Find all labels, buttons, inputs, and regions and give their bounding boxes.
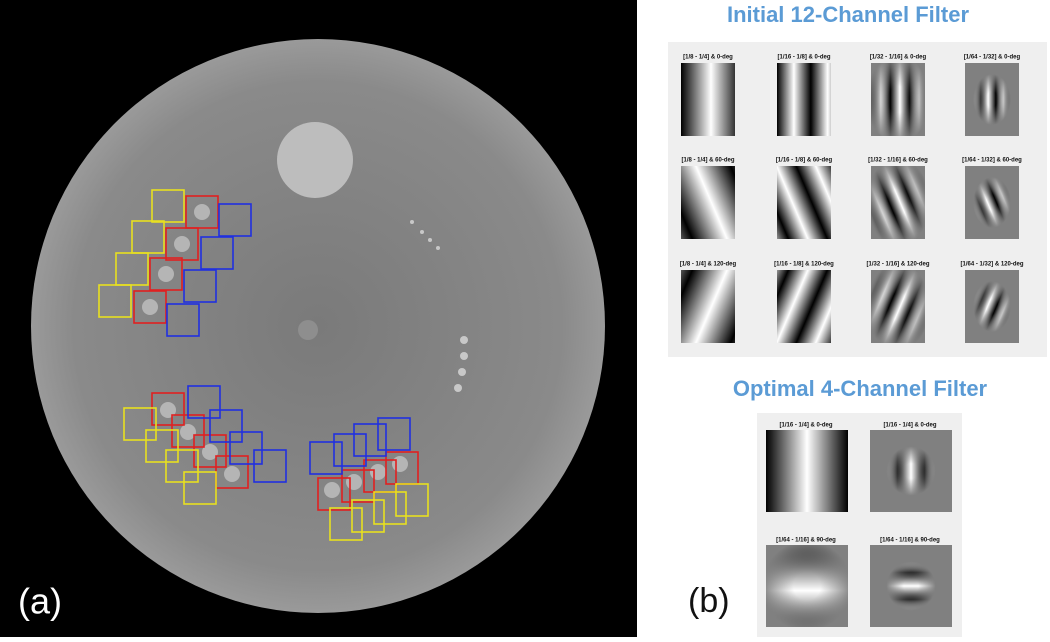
filter-image xyxy=(681,166,735,239)
ct-dot xyxy=(460,336,468,344)
panel-title: Optimal 4-Channel Filter xyxy=(733,376,988,401)
panel-label: (a) xyxy=(18,581,62,622)
filter-label: [1/64 - 1/16] & 90-deg xyxy=(880,538,940,544)
roi-box xyxy=(353,423,387,457)
ct-insert xyxy=(277,122,353,198)
roi-box xyxy=(145,429,179,463)
panel-title: Initial 12-Channel Filter xyxy=(727,2,969,27)
roi-box xyxy=(123,407,157,441)
roi-box xyxy=(151,189,185,223)
filter-image xyxy=(777,166,831,239)
filter-envelope xyxy=(871,166,925,239)
ct-phantom xyxy=(31,39,605,613)
ct-dot xyxy=(420,230,424,234)
roi-box xyxy=(165,449,199,483)
ct-dot xyxy=(160,402,176,418)
filter-label: [1/16 - 1/8] & 0-deg xyxy=(777,55,830,61)
filter-envelope xyxy=(871,63,925,136)
roi-box xyxy=(151,392,185,426)
ct-dot xyxy=(202,444,218,460)
roi-box xyxy=(333,433,367,467)
filter-image xyxy=(766,430,848,512)
filter-label: [1/32 - 1/16] & 120-deg xyxy=(866,262,929,268)
filter-label: [1/16 - 1/4] & 0-deg xyxy=(883,423,936,429)
roi-box xyxy=(218,203,252,237)
ct-dot xyxy=(436,246,440,250)
filter-label: [1/64 - 1/32] & 120-deg xyxy=(960,262,1023,268)
filter-envelope xyxy=(870,430,952,512)
roi-box xyxy=(187,385,221,419)
filter-envelope xyxy=(965,166,1019,239)
ct-dot xyxy=(324,482,340,498)
filter-envelope xyxy=(870,545,952,627)
roi-box xyxy=(98,284,132,318)
filter-label: [1/16 - 1/8] & 120-deg xyxy=(774,262,834,268)
filter-label: [1/64 - 1/32] & 0-deg xyxy=(964,55,1021,61)
ct-dot xyxy=(346,474,362,490)
filter-label: [1/32 - 1/16] & 60-deg xyxy=(868,158,928,164)
ct-dot xyxy=(194,204,210,220)
filter-label: [1/8 - 1/4] & 0-deg xyxy=(683,55,733,61)
roi-box xyxy=(185,195,219,229)
roi-box xyxy=(373,491,407,525)
filter-envelope xyxy=(871,270,925,343)
ct-dot xyxy=(224,466,240,482)
roi-box xyxy=(183,269,217,303)
filter-label: [1/32 - 1/16] & 0-deg xyxy=(870,55,927,61)
filter-grid: [1/16 - 1/4] & 0-deg [1/16 - 1/4] & 0-deg… xyxy=(766,423,952,627)
roi-box xyxy=(341,469,375,503)
ct-dot xyxy=(454,384,462,392)
filter-image xyxy=(777,63,831,136)
ct-dot xyxy=(458,368,466,376)
ct-dot xyxy=(158,266,174,282)
roi-box xyxy=(253,449,287,483)
filter-image xyxy=(777,270,831,343)
filter-envelope xyxy=(766,545,848,627)
filter-image xyxy=(681,270,735,343)
filter-label: [1/64 - 1/16] & 90-deg xyxy=(776,538,836,544)
filter-label: [1/8 - 1/4] & 60-deg xyxy=(681,158,734,164)
roi-box xyxy=(115,252,149,286)
filter-label: [1/8 - 1/4] & 120-deg xyxy=(680,262,737,268)
ct-dot xyxy=(428,238,432,242)
roi-box xyxy=(149,257,183,291)
roi-box xyxy=(309,441,343,475)
filter-grid: [1/8 - 1/4] & 0-deg [1/16 - 1/8] & 0-deg [… xyxy=(680,55,1024,343)
ct-dot xyxy=(370,464,386,480)
roi-box xyxy=(133,290,167,324)
roi-box xyxy=(395,483,429,517)
roi-box xyxy=(377,417,411,451)
filter-label: [1/16 - 1/4] & 0-deg xyxy=(779,423,832,429)
ct-dot xyxy=(174,236,190,252)
filter-label: [1/16 - 1/8] & 60-deg xyxy=(776,158,833,164)
roi-box xyxy=(183,471,217,505)
roi-box xyxy=(329,507,363,541)
filter-image xyxy=(681,63,735,136)
roi-boxes xyxy=(98,189,429,541)
roi-box xyxy=(166,303,200,337)
roi-box xyxy=(229,431,263,465)
roi-box xyxy=(200,236,234,270)
filter-label: [1/64 - 1/32] & 60-deg xyxy=(962,158,1022,164)
ct-insert xyxy=(298,320,318,340)
ct-dot xyxy=(180,424,196,440)
ct-dots xyxy=(142,204,468,498)
panel-label: (b) xyxy=(688,582,730,620)
ct-dot xyxy=(142,299,158,315)
roi-box xyxy=(351,499,385,533)
filter-envelope xyxy=(965,63,1019,136)
ct-dot xyxy=(460,352,468,360)
roi-box xyxy=(209,409,243,443)
ct-dot xyxy=(410,220,414,224)
filter-envelope xyxy=(965,270,1019,343)
roi-box xyxy=(317,477,351,511)
ct-dot xyxy=(392,456,408,472)
